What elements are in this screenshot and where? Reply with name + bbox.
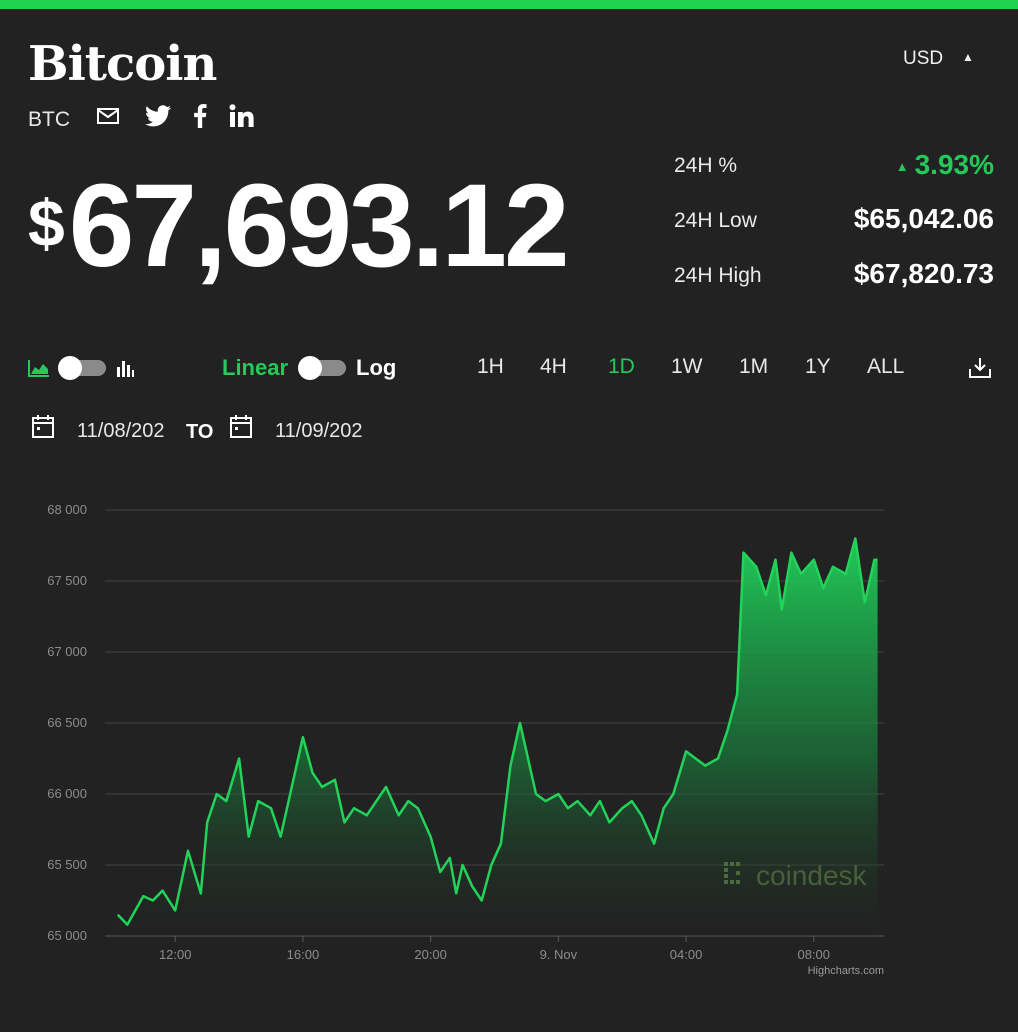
chart-type-toggle[interactable] (58, 352, 106, 384)
y-tick-label: 65 000 (47, 928, 87, 943)
price-area (117, 538, 878, 936)
mail-icon[interactable] (95, 102, 121, 130)
log-scale-label[interactable]: Log (356, 355, 397, 380)
price-chart[interactable]: 68 000 67 500 67 000 66 500 66 000 65 500 65 0… (0, 490, 1018, 990)
svg-text:coindesk: coindesk (756, 860, 868, 891)
date-to-label: TO (186, 421, 214, 443)
stat-label-24h-high: 24H High (674, 264, 762, 287)
range-1m[interactable]: 1M (739, 355, 769, 378)
area-chart-icon[interactable] (28, 352, 50, 384)
date-to-input[interactable]: 11/09/202 (275, 420, 363, 442)
stat-value-24h-low: $65,042.06 (853, 203, 994, 234)
price-line (116, 537, 878, 926)
price-value: 67,693.12 (68, 160, 570, 292)
y-tick-label: 65 500 (47, 857, 87, 872)
bar-chart-icon[interactable] (115, 352, 135, 384)
stat-label-24h-change: 24H % (674, 154, 738, 177)
twitter-icon[interactable] (144, 102, 172, 130)
top-accent-bar (0, 0, 1018, 9)
linkedin-icon[interactable] (228, 102, 256, 130)
range-all[interactable]: ALL (867, 355, 905, 378)
x-tick-label: 9. Nov (540, 947, 578, 962)
date-from-input[interactable]: 11/08/202 (77, 420, 165, 442)
y-tick-label: 67 000 (47, 644, 87, 659)
range-1w[interactable]: 1W (671, 355, 703, 378)
x-tick-label: 12:00 (159, 947, 192, 962)
range-1h[interactable]: 1H (477, 355, 504, 378)
highcharts-credit[interactable]: Highcharts.com (808, 965, 884, 977)
caret-up-icon[interactable]: ▲ (962, 50, 974, 64)
range-1y[interactable]: 1Y (805, 355, 831, 378)
triangle-up-icon: ▲ (895, 159, 909, 174)
current-price: $67,693.12 (28, 158, 570, 294)
scale-toggle[interactable] (298, 352, 346, 384)
y-tick-label: 66 500 (47, 715, 87, 730)
x-tick-label: 04:00 (670, 947, 703, 962)
coindesk-watermark: coindesk (724, 860, 868, 891)
linear-scale-label[interactable]: Linear (222, 355, 289, 380)
range-4h[interactable]: 4H (540, 355, 567, 378)
stat-value-24h-change: ▲ 3.93% (895, 149, 994, 180)
page-title: Bitcoin (28, 36, 217, 92)
download-icon[interactable] (968, 352, 992, 384)
stat-label-24h-low: 24H Low (674, 209, 757, 232)
y-tick-label: 68 000 (47, 502, 87, 517)
price-currency-symbol: $ (28, 186, 65, 260)
x-tick-label: 20:00 (414, 947, 447, 962)
calendar-icon[interactable] (32, 414, 54, 443)
currency-select[interactable]: USD (903, 48, 944, 69)
x-tick-label: 16:00 (287, 947, 320, 962)
stat-value-24h-high: $67,820.73 (853, 258, 994, 289)
y-tick-label: 66 000 (47, 786, 87, 801)
calendar-icon[interactable] (230, 414, 252, 443)
range-1d[interactable]: 1D (608, 355, 635, 378)
x-tick-label: 08:00 (797, 947, 830, 962)
y-tick-label: 67 500 (47, 573, 87, 588)
facebook-icon[interactable] (190, 102, 210, 130)
ticker-symbol: BTC (28, 108, 70, 131)
